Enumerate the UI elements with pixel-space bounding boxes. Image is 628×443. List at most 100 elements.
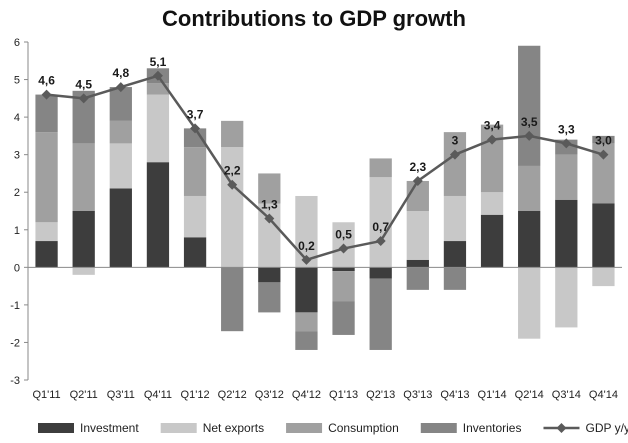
y-tick-label: 0	[14, 262, 20, 274]
legend-swatch	[286, 423, 323, 433]
gdp-line	[46, 74, 604, 262]
bar-inventories	[109, 87, 132, 121]
gdp-point	[264, 213, 275, 224]
bar-inventories	[332, 301, 355, 335]
gdp-point	[190, 123, 201, 134]
bar-consumption	[332, 271, 355, 302]
y-tick-label: -2	[10, 337, 20, 349]
bar-consumption	[35, 132, 58, 223]
x-tick-label: Q4'12	[292, 389, 321, 401]
bar-investment	[258, 267, 281, 283]
bar-consumption	[146, 83, 170, 95]
bar-net-exports	[295, 195, 318, 268]
bar-net-exports	[592, 267, 615, 287]
bar-net-exports	[406, 211, 429, 260]
x-tick-label: Q2'14	[515, 389, 544, 401]
chart-title: Contributions to GDP growth	[162, 6, 466, 31]
bar-net-exports	[35, 222, 58, 242]
gdp-data-label: 3,7	[187, 107, 204, 121]
bar-inventories	[35, 94, 58, 133]
bar-inventories	[406, 267, 429, 290]
x-tick-label: Q1'11	[32, 389, 60, 401]
gdp-data-label: 2,3	[409, 160, 426, 174]
y-tick-label: -3	[10, 375, 20, 387]
gdp-point	[152, 70, 163, 81]
bar-investment	[183, 237, 207, 268]
gdp-data-label: 2,2	[224, 164, 241, 178]
gdp-data-label: 4,8	[112, 66, 129, 80]
bar-investment	[443, 241, 467, 268]
bar-consumption	[518, 165, 541, 211]
bar-investment	[406, 259, 429, 268]
bar-consumption	[221, 120, 244, 148]
y-tick-label: -1	[10, 300, 20, 312]
bar-inventories	[369, 278, 392, 350]
y-tick-label: 2	[14, 187, 20, 199]
bar-investment	[35, 241, 58, 268]
bar-consumption	[555, 154, 578, 200]
bar-inventories	[518, 45, 541, 166]
gdp-point	[449, 149, 460, 160]
gdp-point	[338, 243, 349, 254]
gdp-point	[41, 89, 52, 100]
gdp-data-label: 5,1	[150, 55, 167, 69]
legend-swatch	[160, 423, 197, 433]
bar-inventories	[592, 135, 615, 144]
bar-consumption	[592, 143, 615, 204]
bar-inventories	[72, 90, 95, 144]
bar-net-exports	[480, 192, 504, 215]
gdp-data-label: 3,0	[595, 134, 612, 148]
bar-net-exports	[258, 203, 281, 268]
legend-line-marker	[556, 423, 567, 433]
y-tick-label: 3	[14, 150, 20, 162]
legend-label: Investment	[80, 421, 139, 435]
bar-inventories	[295, 331, 318, 350]
bar-consumption	[295, 312, 318, 332]
gdp-data-label: 0,2	[298, 239, 315, 253]
y-tick-label: 4	[14, 112, 20, 124]
bar-net-exports	[183, 195, 207, 238]
x-tick-label: Q2'13	[366, 389, 395, 401]
legend-label: Inventories	[463, 421, 522, 435]
bar-investment	[109, 188, 132, 268]
x-tick-label: Q1'13	[329, 389, 358, 401]
legend-swatch	[420, 423, 457, 433]
bar-net-exports	[72, 267, 95, 275]
bar-consumption	[183, 147, 207, 196]
x-tick-label: Q2'12	[218, 389, 247, 401]
gdp-data-label: 4,5	[75, 77, 92, 91]
x-tick-label: Q4'14	[589, 389, 618, 401]
bar-inventories	[221, 267, 244, 332]
gdp-point	[375, 236, 386, 247]
bar-net-exports	[146, 94, 170, 163]
x-tick-label: Q4'13	[440, 389, 469, 401]
bar-net-exports	[555, 267, 578, 328]
y-tick-label: 6	[14, 37, 20, 49]
bar-net-exports	[443, 195, 467, 242]
bar-investment	[72, 211, 95, 268]
bar-investment	[480, 214, 504, 268]
x-tick-label: Q3'12	[255, 389, 284, 401]
gdp-data-label: 0,5	[335, 228, 352, 242]
gdp-data-label: 3	[452, 134, 459, 148]
x-tick-label: Q1'14	[478, 389, 507, 401]
bar-investment	[518, 211, 541, 268]
gdp-point	[561, 138, 572, 149]
gdp-data-label: 4,6	[38, 74, 55, 88]
gdp-point	[412, 175, 423, 186]
bar-investment	[592, 203, 615, 268]
gdp-data-label: 3,5	[521, 115, 538, 129]
bar-consumption	[258, 173, 281, 204]
x-tick-label: Q4'11	[144, 389, 172, 401]
bar-net-exports	[109, 143, 132, 189]
bar-investment	[555, 199, 578, 268]
bar-investment	[295, 267, 318, 313]
gdp-point	[487, 134, 498, 145]
gdp-point	[524, 130, 535, 141]
bar-net-exports	[369, 177, 392, 268]
gdp-point	[227, 179, 238, 190]
bar-inventories	[183, 128, 207, 148]
bar-investment	[369, 267, 392, 279]
